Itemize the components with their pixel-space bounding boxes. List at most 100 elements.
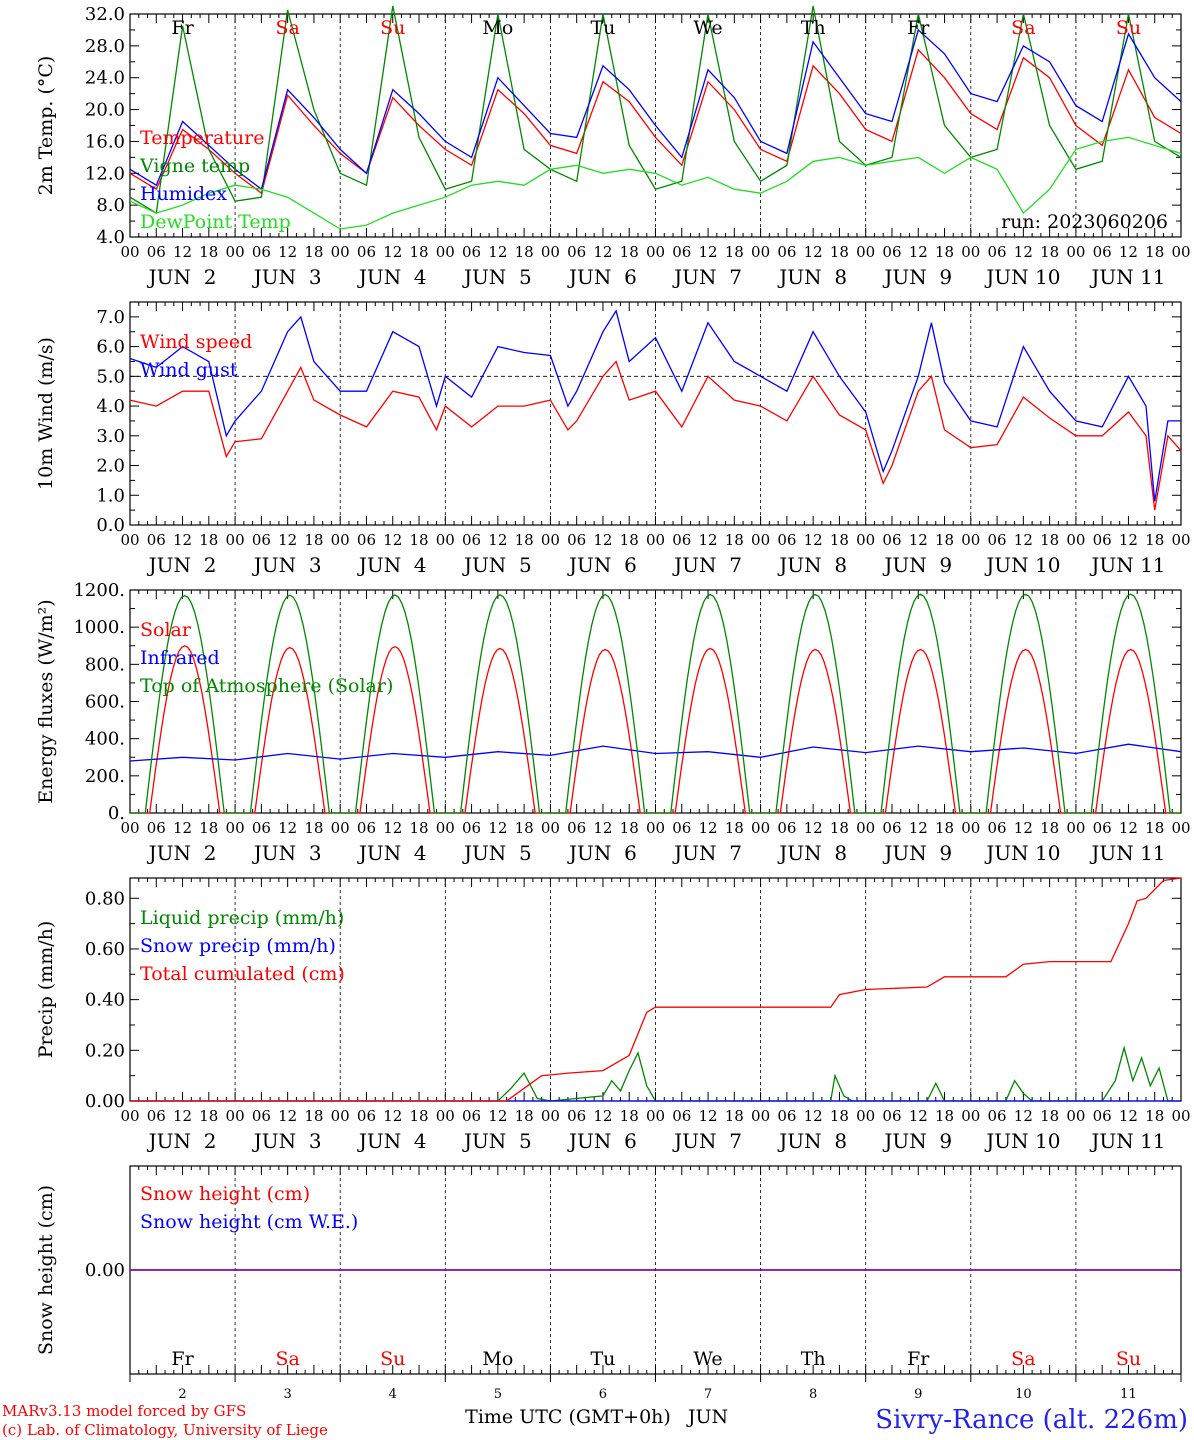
- day-label: JUN 2: [147, 265, 217, 289]
- hour-tick-label: 12: [488, 819, 507, 837]
- hour-tick-label: 12: [1119, 243, 1138, 261]
- hour-tick-label: 18: [620, 243, 639, 261]
- legend-entry: Wind speed: [140, 331, 252, 353]
- hour-tick-label: 06: [462, 819, 481, 837]
- day-label: JUN 4: [357, 553, 427, 577]
- hour-tick-label: 18: [1145, 819, 1164, 837]
- y-tick-label: 3.0: [96, 426, 125, 447]
- hour-tick-label: 06: [672, 531, 691, 549]
- hour-tick-label: 12: [173, 1107, 192, 1125]
- weekday-label: Fr: [907, 1348, 930, 1370]
- hour-tick-label: 06: [882, 243, 901, 261]
- legend-entry: Liquid precip (mm/h): [140, 907, 344, 929]
- hour-tick-label: 06: [252, 243, 271, 261]
- hour-tick-label: 12: [1014, 243, 1033, 261]
- hour-tick-label: 06: [1093, 819, 1112, 837]
- panel-1: 4.0 8.0 12.0 16.0 20.0 24.0 28.0 32.0 2m Temp. (…: [35, 4, 1191, 289]
- weekday-label: Sa: [275, 1348, 299, 1370]
- legend-entry: Snow height (cm): [140, 1183, 310, 1205]
- y-tick-label: 4.0: [96, 227, 125, 248]
- hour-tick-label: 00: [1066, 1107, 1085, 1125]
- y-tick-label: 0.80: [85, 888, 125, 909]
- hour-tick-label: 06: [672, 1107, 691, 1125]
- hour-tick-label: 00: [646, 531, 665, 549]
- hour-tick-label: 00: [751, 819, 770, 837]
- y-axis-label: Energy fluxes (W/m²): [35, 599, 57, 803]
- hour-tick-label: 18: [304, 819, 323, 837]
- hour-tick-label: 00: [751, 531, 770, 549]
- hour-tick-label: 00: [226, 1107, 245, 1125]
- hour-tick-label: 18: [304, 531, 323, 549]
- hour-tick-label: 18: [199, 1107, 218, 1125]
- hour-tick-label: 18: [830, 1107, 849, 1125]
- hour-tick-label: 06: [882, 531, 901, 549]
- hour-tick-label: 06: [252, 531, 271, 549]
- hour-tick-label: 00: [646, 243, 665, 261]
- run-label: run: 2023060206: [1001, 211, 1168, 233]
- hour-tick-label: 12: [383, 531, 402, 549]
- day-label: JUN 10: [984, 553, 1060, 577]
- hour-tick-label: 00: [541, 243, 560, 261]
- hour-tick-label: 00: [541, 1107, 560, 1125]
- hour-tick-label: 18: [725, 1107, 744, 1125]
- y-tick-label: 1200.: [73, 580, 125, 601]
- weekday-label: Tu: [590, 17, 615, 39]
- day-label: JUN 7: [672, 265, 742, 289]
- hour-tick-label: 00: [226, 531, 245, 549]
- panel-5: 0.00 Snow height (cm) Snow height (cm) Snow…: [35, 1165, 1182, 1402]
- day-label: JUN 5: [462, 841, 532, 865]
- hour-tick-label: 18: [199, 531, 218, 549]
- hour-tick-label: 00: [1171, 1107, 1190, 1125]
- weekday-label: Su: [1116, 1348, 1141, 1370]
- hour-tick-label: 06: [777, 531, 796, 549]
- day-label: JUN 9: [882, 1129, 952, 1153]
- day-label: JUN 7: [672, 1129, 742, 1153]
- hour-tick-label: 00: [120, 531, 139, 549]
- y-tick-label: 400.: [85, 729, 125, 750]
- hour-tick-label: 06: [672, 819, 691, 837]
- y-axis-label: 2m Temp. (°C): [35, 56, 57, 196]
- hour-tick-label: 00: [856, 1107, 875, 1125]
- hour-tick-label: 18: [935, 819, 954, 837]
- hour-tick-label: 18: [1040, 819, 1059, 837]
- hour-tick-label: 12: [173, 531, 192, 549]
- hour-tick-label: 06: [777, 819, 796, 837]
- hour-tick-label: 12: [278, 531, 297, 549]
- weekday-label: Fr: [171, 1348, 194, 1370]
- hour-tick-label: 12: [488, 243, 507, 261]
- hour-tick-label: 18: [199, 819, 218, 837]
- hour-tick-label: 06: [1093, 531, 1112, 549]
- hour-tick-label: 18: [1040, 531, 1059, 549]
- hour-tick-label: 12: [1014, 819, 1033, 837]
- day-label: JUN 6: [567, 1129, 637, 1153]
- y-tick-label: 0.60: [85, 939, 125, 960]
- hour-tick-label: 00: [436, 243, 455, 261]
- hour-tick-label: 18: [1040, 1107, 1059, 1125]
- weekday-label: Fr: [907, 17, 930, 39]
- series-line-wind-gust: [129, 309, 1181, 502]
- hour-tick-label: 00: [1171, 243, 1190, 261]
- legend-entry: Total cumulated (cm): [140, 963, 345, 985]
- credit-line-1: MARv3.13 model forced by GFS: [2, 1402, 246, 1420]
- hour-tick-label: 06: [147, 531, 166, 549]
- day-number-label: 4: [389, 1387, 397, 1402]
- weekday-label: Sa: [1011, 17, 1035, 39]
- hour-tick-label: 00: [331, 819, 350, 837]
- hour-tick-label: 18: [304, 1107, 323, 1125]
- day-label: JUN 11: [1089, 553, 1165, 577]
- hour-tick-label: 18: [620, 819, 639, 837]
- hour-tick-label: 12: [278, 243, 297, 261]
- hour-tick-label: 06: [462, 1107, 481, 1125]
- hour-tick-label: 12: [804, 243, 823, 261]
- hour-tick-label: 18: [830, 243, 849, 261]
- hour-tick-label: 00: [331, 243, 350, 261]
- legend-entry: Wind gust: [140, 359, 238, 381]
- day-label: JUN 9: [882, 265, 952, 289]
- hour-tick-label: 06: [988, 531, 1007, 549]
- hour-tick-label: 18: [725, 243, 744, 261]
- hour-tick-label: 06: [147, 243, 166, 261]
- hour-tick-label: 06: [988, 243, 1007, 261]
- hour-tick-label: 00: [331, 1107, 350, 1125]
- hour-tick-label: 12: [278, 1107, 297, 1125]
